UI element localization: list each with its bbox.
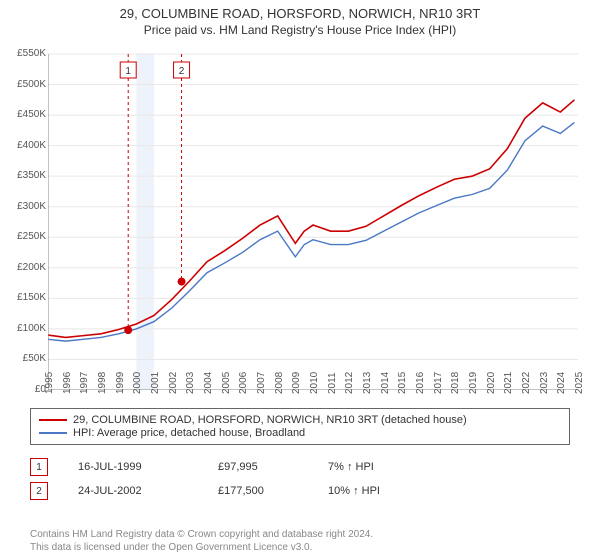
x-axis-label: 2006	[238, 372, 249, 394]
x-axis-label: 2011	[327, 372, 338, 394]
footnote-line: This data is licensed under the Open Gov…	[30, 541, 373, 554]
x-axis-label: 2024	[556, 372, 567, 394]
x-axis-label: 2021	[503, 372, 514, 394]
sale-row: 2 24-JUL-2002 £177,500 10% ↑ HPI	[30, 482, 428, 500]
y-axis-label: £100K	[17, 323, 46, 334]
x-axis-label: 2013	[362, 372, 373, 394]
legend-item: HPI: Average price, detached house, Broa…	[39, 427, 561, 439]
x-axis-label: 2020	[486, 372, 497, 394]
x-axis-label: 2002	[168, 372, 179, 394]
footnote: Contains HM Land Registry data © Crown c…	[30, 528, 373, 554]
x-axis-label: 2019	[468, 372, 479, 394]
price-chart: 12	[48, 50, 578, 390]
sale-pct: 10% ↑ HPI	[328, 485, 428, 497]
sale-date: 16-JUL-1999	[78, 461, 188, 473]
legend-label: 29, COLUMBINE ROAD, HORSFORD, NORWICH, N…	[73, 414, 467, 426]
x-axis-label: 2014	[380, 372, 391, 394]
x-axis-label: 1997	[79, 372, 90, 394]
x-axis-label: 1998	[97, 372, 108, 394]
sale-marker: 2	[30, 482, 48, 500]
sale-date: 24-JUL-2002	[78, 485, 188, 497]
y-axis-label: £400K	[17, 140, 46, 151]
x-axis-label: 2003	[185, 372, 196, 394]
x-axis-label: 2017	[433, 372, 444, 394]
y-axis-label: £50K	[23, 353, 46, 364]
x-axis-label: 2000	[132, 372, 143, 394]
sale-price: £177,500	[218, 485, 298, 497]
y-axis-label: £350K	[17, 170, 46, 181]
y-axis-label: £500K	[17, 79, 46, 90]
x-axis-label: 2022	[521, 372, 532, 394]
legend-item: 29, COLUMBINE ROAD, HORSFORD, NORWICH, N…	[39, 414, 561, 426]
legend: 29, COLUMBINE ROAD, HORSFORD, NORWICH, N…	[30, 408, 570, 445]
y-axis-label: £450K	[17, 109, 46, 120]
x-axis-label: 2025	[574, 372, 585, 394]
page-title: 29, COLUMBINE ROAD, HORSFORD, NORWICH, N…	[0, 6, 600, 21]
x-axis-label: 2012	[344, 372, 355, 394]
x-axis-label: 2001	[150, 372, 161, 394]
x-axis-label: 2008	[274, 372, 285, 394]
x-axis-label: 1995	[44, 372, 55, 394]
x-axis-label: 2007	[256, 372, 267, 394]
x-axis-label: 2023	[539, 372, 550, 394]
legend-label: HPI: Average price, detached house, Broa…	[73, 427, 305, 439]
x-axis-label: 1996	[62, 372, 73, 394]
legend-swatch	[39, 432, 67, 434]
sale-marker: 1	[30, 458, 48, 476]
svg-text:1: 1	[125, 66, 131, 77]
svg-text:2: 2	[179, 66, 185, 77]
x-axis-label: 2018	[450, 372, 461, 394]
x-axis-label: 2015	[397, 372, 408, 394]
sale-row: 1 16-JUL-1999 £97,995 7% ↑ HPI	[30, 458, 428, 476]
x-axis-label: 2009	[291, 372, 302, 394]
legend-swatch	[39, 419, 67, 421]
footnote-line: Contains HM Land Registry data © Crown c…	[30, 528, 373, 541]
y-axis-label: £550K	[17, 48, 46, 59]
x-axis-label: 1999	[115, 372, 126, 394]
sale-pct: 7% ↑ HPI	[328, 461, 428, 473]
sales-table: 1 16-JUL-1999 £97,995 7% ↑ HPI 2 24-JUL-…	[30, 452, 428, 506]
x-axis-label: 2016	[415, 372, 426, 394]
y-axis-label: £300K	[17, 201, 46, 212]
x-axis-label: 2010	[309, 372, 320, 394]
page-subtitle: Price paid vs. HM Land Registry's House …	[0, 23, 600, 37]
y-axis-label: £150K	[17, 292, 46, 303]
sale-price: £97,995	[218, 461, 298, 473]
x-axis-label: 2004	[203, 372, 214, 394]
y-axis-label: £200K	[17, 262, 46, 273]
x-axis-label: 2005	[221, 372, 232, 394]
y-axis-label: £250K	[17, 231, 46, 242]
